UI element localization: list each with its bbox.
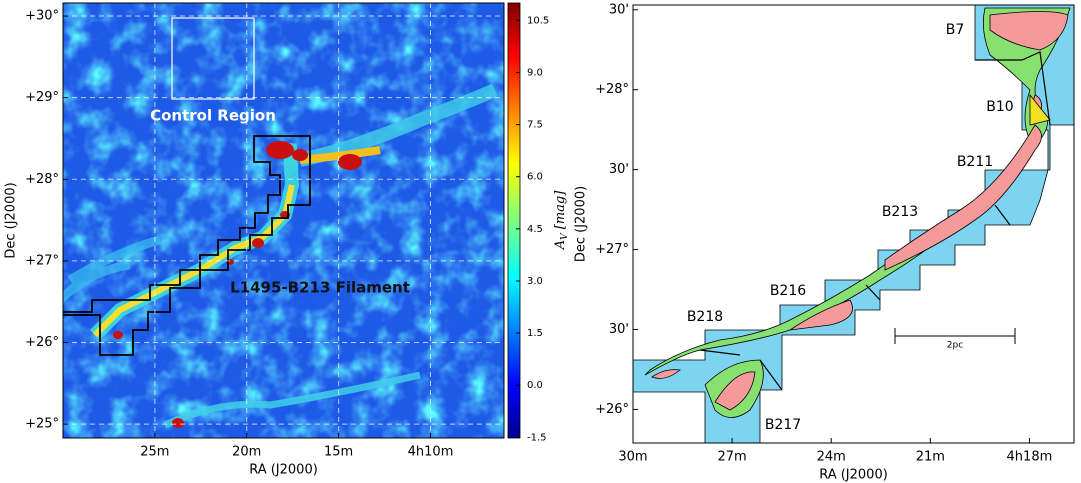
annotation: L1495-B213 Filament [230,279,410,297]
annotation: B213 [882,204,918,220]
annotation: B218 [687,309,723,325]
colorbar-label-part: A [553,240,568,250]
contour-map [632,4,1075,444]
annotation: B216 [770,283,806,299]
x-tick-label: 4h10m [408,445,454,460]
colorbar-tick-label: -1.5 [527,432,547,443]
colorbar-label-part: V [560,232,570,240]
x-axis-label: RA (J2000) [819,468,888,483]
x-tick-label: 20m [232,445,261,460]
x-tick-label: 30m [618,450,647,465]
x-axis-label: RA (J2000) [249,463,318,478]
plot-frame [62,2,505,439]
y-tick-label: +28° [595,82,629,97]
y-tick-label: 30' [609,162,629,177]
colorbar-tick-label: 3.0 [527,276,543,287]
colorbar-tick-label: 0.0 [527,380,543,391]
y-tick-label: 30' [609,322,629,337]
colorbar-tick-label: 4.5 [527,224,543,235]
annotation: B217 [765,417,801,433]
y-axis-label: Dec (J2000) [4,182,19,258]
y-tick-label: 30' [609,2,629,17]
x-tick-label: 25m [140,445,169,460]
colorbar-tick-label: 1.5 [527,328,543,339]
y-tick-label: +25° [25,417,59,432]
colorbar-tick-label: 7.5 [527,120,543,131]
y-tick-label: +28° [25,172,59,187]
colorbar [507,2,521,439]
annotation: B211 [957,154,993,170]
colorbar-label-part: [mag] [553,190,568,234]
colorbar-tick-label: 10.5 [527,15,549,26]
plot-frame [632,4,1075,444]
extinction-map [63,3,504,438]
x-tick-label: 24m [817,450,846,465]
x-tick-label: 15m [324,445,353,460]
y-axis-label: Dec (J2000) [574,186,589,262]
y-tick-label: +27° [595,242,629,257]
colorbar-tick-label: 6.0 [527,172,543,183]
x-tick-label: 4h18m [1007,450,1053,465]
x-tick-label: 27m [717,450,746,465]
y-tick-label: +27° [25,253,59,268]
x-tick-label: 21m [916,450,945,465]
annotation: B10 [986,99,1013,115]
y-tick-label: +29° [25,90,59,105]
colorbar-tick-label: 9.0 [527,67,543,78]
annotation: Control Region [150,107,276,125]
annotation: 2pc [947,341,963,351]
annotation: B7 [946,22,965,38]
y-tick-label: +30° [25,9,59,24]
y-tick-label: +26° [595,402,629,417]
colorbar-label: AV [mag] [553,190,570,250]
y-tick-label: +26° [25,335,59,350]
